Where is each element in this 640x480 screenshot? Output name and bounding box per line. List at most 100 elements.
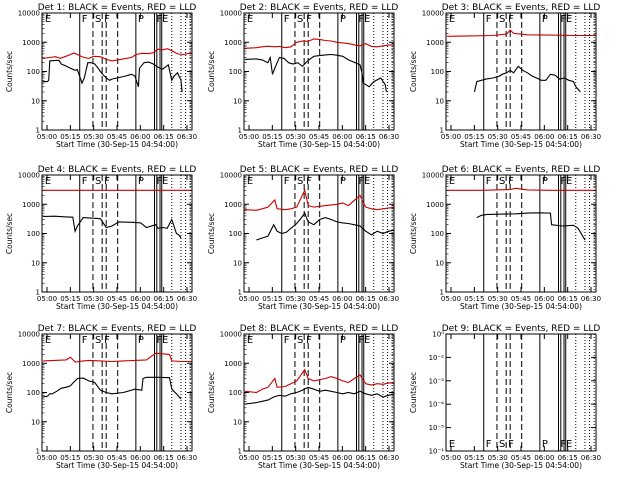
x-tick-label: 05:15: [464, 133, 484, 141]
phase-marker-label: P: [542, 439, 548, 450]
x-tick-label: 05:00: [441, 133, 461, 141]
y-axis-label: Counts/sec: [409, 51, 418, 92]
x-tick-label: 05:15: [60, 133, 80, 141]
x-tick-label: 05:45: [309, 454, 329, 462]
x-axis-label: Start Time (30-Sep-15 04:54:00): [258, 461, 380, 470]
phase-marker-label: E: [45, 335, 51, 346]
y-tick-label: 100: [431, 68, 444, 76]
phase-marker-label: E: [566, 176, 572, 187]
phase-marker-label: E: [566, 439, 572, 450]
chart-panel-3: 1 10 100 1000 10000 05:00 05:15 05:30 05:45 06:00…: [409, 3, 601, 149]
y-tick-label: 10: [233, 418, 242, 426]
chart-panel-9: 10⁻¹ 10⁻⁵ 10⁻⁴ 10⁻³ 10⁻² 10⁰ 05:00 05:15 05:30 05…: [409, 324, 601, 470]
y-tick-label: 10000: [220, 10, 242, 18]
phase-marker-label: F: [157, 14, 163, 25]
phase-marker-label: F: [359, 176, 365, 187]
x-tick-label: 05:30: [488, 133, 508, 141]
phase-marker-label: F: [359, 335, 365, 346]
events-series-line: [42, 376, 182, 400]
phase-marker-label: F: [104, 176, 110, 187]
y-axis-label: Counts/sec: [5, 51, 14, 92]
phase-marker-label: F: [82, 335, 88, 346]
phase-marker-label: E: [449, 439, 455, 450]
y-tick-label: 1: [238, 289, 242, 297]
y-tick-label: 10: [31, 418, 40, 426]
phase-marker-label: S: [297, 335, 303, 346]
phase-marker-label: E: [162, 335, 168, 346]
phase-marker-label: P: [138, 335, 144, 346]
y-tick-label: 100: [229, 389, 242, 397]
x-tick-label: 05:30: [286, 295, 306, 303]
x-tick-label: 05:45: [309, 295, 329, 303]
x-tick-label: 05:00: [239, 133, 259, 141]
x-tick-label: 06:30: [177, 454, 197, 462]
y-tick-label: 100: [229, 68, 242, 76]
x-tick-label: 06:15: [154, 454, 174, 462]
x-tick-label: 05:15: [262, 133, 282, 141]
y-axis-label: Counts/sec: [207, 213, 216, 254]
x-tick-label: 05:45: [107, 454, 127, 462]
plot-frame: [243, 333, 395, 452]
x-tick-label: 05:30: [84, 454, 104, 462]
phase-marker-label: S: [95, 176, 101, 187]
chart-panel-6: 1 10 100 1000 10000 05:00 05:15 05:30 05:45 06:00…: [409, 165, 601, 311]
phase-marker-label: F: [306, 14, 312, 25]
x-tick-label: 06:00: [534, 454, 554, 462]
y-tick-label: 100: [431, 230, 444, 238]
y-tick-label: 1000: [224, 201, 242, 209]
phase-marker-label: F: [561, 14, 567, 25]
x-tick-label: 05:45: [511, 454, 531, 462]
x-tick-label: 05:00: [239, 295, 259, 303]
y-tick-label: 10⁻¹: [429, 448, 445, 456]
lld-series-line: [446, 29, 596, 37]
phase-marker-label: E: [566, 14, 572, 25]
x-tick-label: 06:30: [581, 454, 601, 462]
y-axis-label: Counts/sec: [5, 372, 14, 413]
x-tick-label: 06:15: [558, 133, 578, 141]
y-tick-label: 100: [229, 230, 242, 238]
x-tick-label: 05:00: [37, 295, 57, 303]
y-axis-label: Counts/sec: [207, 372, 216, 413]
phase-marker-label: P: [138, 176, 144, 187]
plot-frame: [41, 174, 193, 293]
x-tick-label: 06:15: [356, 295, 376, 303]
x-tick-label: 06:00: [534, 295, 554, 303]
y-tick-label: 1000: [426, 201, 444, 209]
events-series-line: [473, 65, 581, 93]
phase-marker-label: P: [138, 14, 144, 25]
phase-marker-label: P: [542, 14, 548, 25]
x-tick-label: 05:45: [309, 133, 329, 141]
phase-marker-label: F: [486, 14, 492, 25]
x-tick-label: 06:30: [379, 133, 399, 141]
phase-marker-label: E: [449, 14, 455, 25]
x-tick-label: 06:15: [154, 133, 174, 141]
plot-frame: [243, 174, 395, 293]
x-tick-label: 05:30: [286, 133, 306, 141]
phase-marker-label: F: [104, 335, 110, 346]
lld-series-line: [446, 187, 596, 191]
y-tick-label: 100: [27, 230, 40, 238]
y-tick-label: 1000: [22, 39, 40, 47]
x-tick-label: 06:30: [379, 454, 399, 462]
lld-series-line: [244, 368, 394, 394]
x-tick-label: 06:30: [177, 133, 197, 141]
x-tick-label: 06:00: [130, 295, 150, 303]
x-tick-label: 06:00: [332, 454, 352, 462]
phase-marker-label: F: [508, 176, 514, 187]
x-tick-label: 06:15: [356, 454, 376, 462]
x-tick-label: 05:15: [464, 295, 484, 303]
phase-marker-label: S: [499, 14, 505, 25]
y-tick-label: 10: [31, 97, 40, 105]
x-tick-label: 05:30: [488, 295, 508, 303]
y-tick-label: 10: [31, 259, 40, 267]
chart-panel-1: 1 10 100 1000 10000 05:00 05:15 05:30 05:45 06:00…: [5, 3, 197, 149]
phase-marker-label: F: [284, 14, 290, 25]
x-tick-label: 05:00: [441, 454, 461, 462]
y-tick-label: 100: [27, 389, 40, 397]
phase-marker-label: E: [162, 14, 168, 25]
x-tick-label: 05:45: [511, 133, 531, 141]
y-tick-label: 10000: [18, 10, 40, 18]
phase-marker-label: F: [82, 176, 88, 187]
phase-marker-label: S: [95, 14, 101, 25]
